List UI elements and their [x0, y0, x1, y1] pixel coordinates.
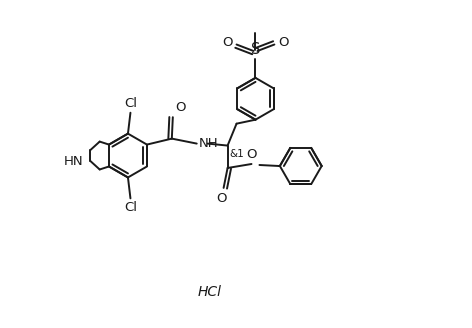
Text: S: S: [251, 42, 260, 57]
Text: O: O: [222, 35, 233, 49]
Text: NH: NH: [199, 137, 219, 150]
Text: HN: HN: [64, 154, 84, 168]
Text: &1: &1: [229, 149, 244, 159]
Text: O: O: [216, 192, 227, 205]
Text: O: O: [247, 148, 257, 161]
Text: Cl: Cl: [124, 97, 137, 110]
Text: Cl: Cl: [124, 201, 137, 214]
Text: HCl: HCl: [198, 285, 222, 299]
Text: O: O: [175, 101, 186, 114]
Text: O: O: [278, 35, 289, 49]
